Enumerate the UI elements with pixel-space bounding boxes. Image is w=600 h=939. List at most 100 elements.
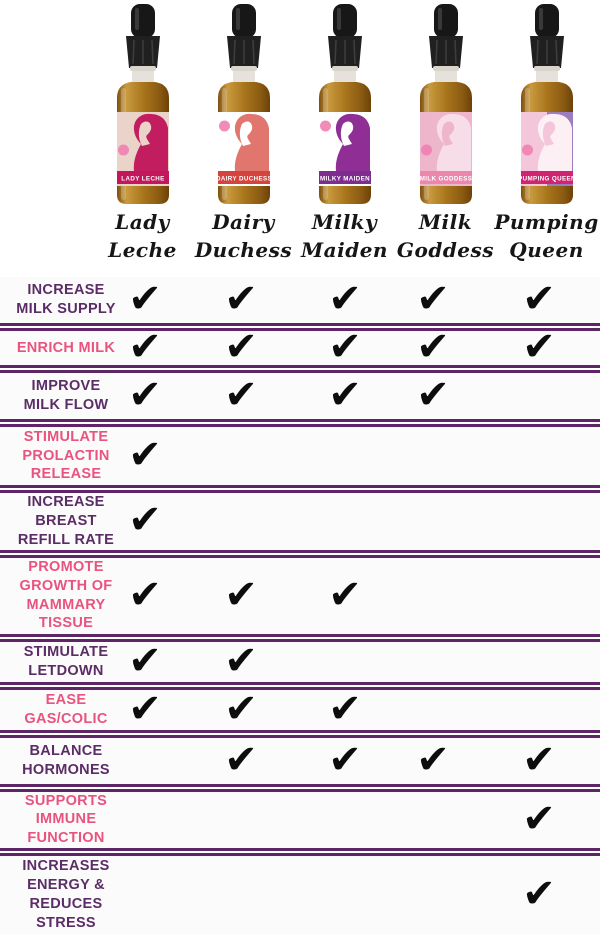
check-mark: ✔	[416, 276, 450, 323]
bulb-highlight	[134, 8, 139, 30]
collar-ribs	[434, 39, 457, 65]
neck-ring	[533, 66, 560, 71]
feature-row-increase-milk-supply: INCREASE MILK SUPPLY ✔ ✔ ✔ ✔ ✔	[0, 277, 600, 326]
product-name-milk-goddess: Milk Goddess	[396, 210, 495, 262]
product-name-milky-maiden: Milky Maiden	[301, 210, 388, 262]
neck-ring	[331, 66, 358, 71]
bottle-neck	[131, 68, 154, 84]
check-mark: ✔	[224, 372, 258, 419]
feature-row-stimulate-letdown: STIMULATE LETDOWN ✔ ✔	[0, 637, 600, 685]
collar-ribs	[232, 39, 255, 65]
check-mark: ✔	[416, 372, 450, 419]
check-mark: ✔	[328, 324, 362, 371]
feature-label: SUPPORTS IMMUNE FUNCTION	[24, 792, 108, 847]
brand-logo-dot	[420, 144, 432, 156]
check-mark: ✔	[416, 736, 450, 783]
check-mark: ✔	[328, 736, 362, 783]
check-mark: ✔	[328, 372, 362, 419]
label-banner	[318, 171, 371, 184]
comparison-table: INCREASE MILK SUPPLY ✔ ✔ ✔ ✔ ✔ ENRICH MI…	[0, 277, 600, 935]
bottle-dairy-duchess: DAIRY DUCHESS	[215, 4, 271, 204]
product-name-pumping-queen: Pumping Queen	[494, 210, 599, 262]
feature-label: PROMOTE GROWTH OF MAMMARY TISSUE	[19, 558, 113, 632]
feature-label: EASE GAS/COLIC	[24, 691, 108, 727]
product-bottles-row: LADY LECHE DAIRY DUCHESS	[0, 0, 600, 204]
feature-label: STIMULATE LETDOWN	[23, 643, 109, 679]
feature-row-supports-immune-function: SUPPORTS IMMUNE FUNCTION ✔	[0, 788, 600, 852]
label-banner-text: PUMPING QUEEN	[518, 176, 576, 183]
label-banner	[116, 171, 169, 184]
label-banner-text: MILK GODDESS	[419, 176, 472, 183]
check-mark: ✔	[224, 571, 258, 618]
bottle-milky-maiden: MILKY MAIDEN	[318, 4, 371, 204]
check-mark: ✔	[328, 685, 362, 732]
collar-ribs	[535, 39, 558, 65]
feature-label: INCREASE BREAST REFILL RATE	[17, 494, 115, 548]
check-mark: ✔	[128, 432, 162, 479]
feature-row-promote-growth-of-mammary-tissue: PROMOTE GROWTH OF MAMMARY TISSUE ✔ ✔ ✔	[0, 554, 600, 637]
bottle-milk-goddess: MILK GODDESS	[419, 4, 472, 204]
feature-label: BALANCE HORMONES	[22, 742, 110, 778]
check-mark: ✔	[522, 736, 556, 783]
face-highlight	[138, 121, 151, 146]
bottle-pumping-queen: PUMPING QUEEN	[518, 4, 576, 204]
face-highlight	[441, 121, 454, 146]
neck-ring	[432, 66, 459, 71]
dropper-bulb	[231, 4, 256, 38]
feature-row-stimulate-prolactin-release: STIMULATE PROLACTIN RELEASE ✔	[0, 424, 600, 488]
face-highlight	[239, 121, 252, 146]
label-banner	[419, 171, 472, 184]
check-mark: ✔	[328, 276, 362, 323]
check-mark: ✔	[128, 276, 162, 323]
check-mark: ✔	[128, 372, 162, 419]
bulb-highlight	[336, 8, 341, 30]
product-names-row: Lady Leche Dairy Duchess Milky Maiden Mi…	[0, 208, 600, 272]
feature-row-ease-gas-colic: EASE GAS/COLIC ✔ ✔ ✔	[0, 685, 600, 733]
feature-label: ENRICH MILK	[16, 339, 116, 356]
feature-row-increases-energy-reduces-stress: INCREASES ENERGY & REDUCES STRESS ✔	[0, 853, 600, 935]
label-banner-text: LADY LECHE	[121, 176, 164, 183]
check-mark: ✔	[128, 685, 162, 732]
dropper-bulb	[433, 4, 458, 38]
product-name-lady-leche: Lady Leche	[108, 210, 177, 262]
check-mark: ✔	[128, 497, 162, 544]
bottle-neck	[232, 68, 255, 84]
collar-ribs	[131, 39, 154, 65]
neck-ring	[129, 66, 156, 71]
dropper-bulb	[534, 4, 559, 38]
bottle-neck	[434, 68, 457, 84]
check-mark: ✔	[224, 736, 258, 783]
label-banner	[217, 171, 270, 184]
bulb-highlight	[235, 8, 240, 30]
face-highlight	[542, 121, 555, 146]
check-mark: ✔	[224, 637, 258, 684]
check-mark: ✔	[522, 324, 556, 371]
collar-ribs	[333, 39, 356, 65]
check-mark: ✔	[522, 276, 556, 323]
check-mark: ✔	[522, 871, 556, 918]
check-mark: ✔	[522, 795, 556, 842]
check-mark: ✔	[416, 324, 450, 371]
dropper-bulb	[332, 4, 357, 38]
brand-logo-dot	[319, 120, 331, 132]
feature-label: STIMULATE PROLACTIN RELEASE	[22, 428, 110, 483]
bottle-neck	[333, 68, 356, 84]
feature-row-increase-breast-refill-rate: INCREASE BREAST REFILL RATE ✔	[0, 490, 600, 553]
feature-row-enrich-milk: ENRICH MILK ✔ ✔ ✔ ✔ ✔	[0, 324, 600, 371]
check-mark: ✔	[224, 685, 258, 732]
brand-logo-dot	[218, 120, 230, 132]
check-mark: ✔	[328, 571, 362, 618]
feature-label: INCREASE MILK SUPPLY	[16, 282, 116, 317]
neck-ring	[230, 66, 257, 71]
feature-row-improve-milk-flow: IMPROVE MILK FLOW ✔ ✔ ✔ ✔	[0, 370, 600, 422]
face-highlight	[340, 121, 353, 146]
feature-label: INCREASES ENERGY & REDUCES STRESS	[22, 858, 110, 931]
check-mark: ✔	[224, 276, 258, 323]
label-banner-text: MILKY MAIDEN	[319, 176, 369, 183]
check-mark: ✔	[128, 324, 162, 371]
product-name-dairy-duchess: Dairy Duchess	[194, 210, 293, 262]
bottle-neck	[535, 68, 558, 84]
feature-label: IMPROVE MILK FLOW	[23, 378, 109, 413]
bottle-lady-leche: LADY LECHE	[116, 4, 169, 204]
bulb-highlight	[538, 8, 543, 30]
